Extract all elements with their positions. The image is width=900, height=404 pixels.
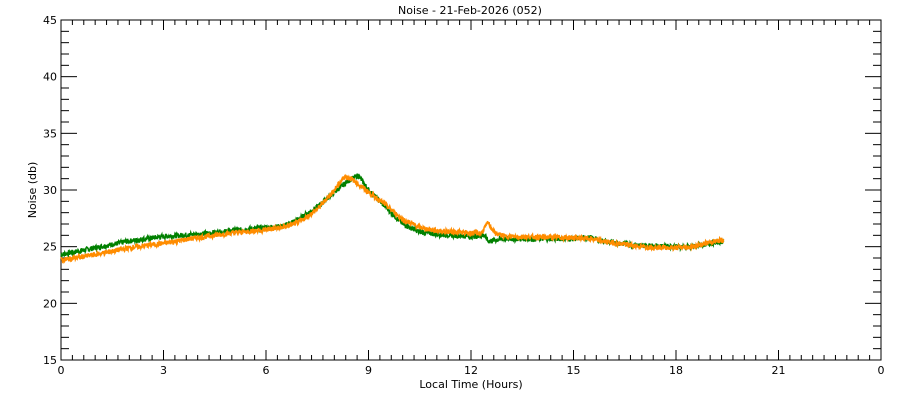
series-orange xyxy=(60,173,725,264)
y-tick-label: 20 xyxy=(43,297,57,310)
x-tick-label: 9 xyxy=(365,364,372,377)
y-tick-label: 40 xyxy=(43,71,57,84)
y-tick-label: 25 xyxy=(43,241,57,254)
x-tick-label: 12 xyxy=(464,364,478,377)
x-tick-label: 6 xyxy=(263,364,270,377)
x-tick-label: 0 xyxy=(878,364,885,377)
y-axis-label: Noise (db) xyxy=(26,162,39,219)
x-tick-label: 18 xyxy=(669,364,683,377)
x-axis-label: Local Time (Hours) xyxy=(419,378,522,391)
y-tick-label: 35 xyxy=(43,127,57,140)
x-tick-label: 15 xyxy=(567,364,581,377)
series-line-orange xyxy=(60,173,725,264)
y-tick-label: 15 xyxy=(43,354,57,367)
x-tick-label: 0 xyxy=(58,364,65,377)
chart-title: Noise - 21-Feb-2026 (052) xyxy=(398,4,542,17)
y-tick-label: 45 xyxy=(43,14,57,27)
x-tick-label: 21 xyxy=(772,364,786,377)
plot-frame xyxy=(60,19,882,361)
y-tick-label: 30 xyxy=(43,184,57,197)
x-tick-label: 3 xyxy=(160,364,167,377)
